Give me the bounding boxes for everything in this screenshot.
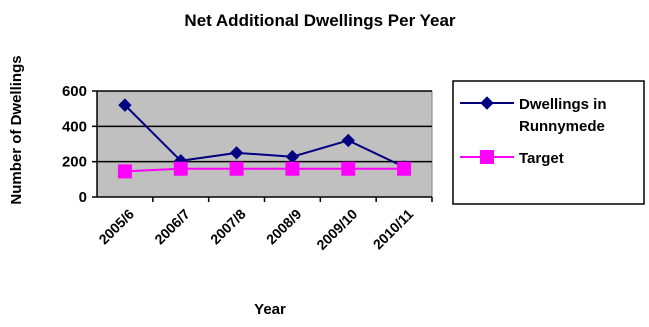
data-point <box>118 98 132 112</box>
x-tick-label: 2009/10 <box>313 206 360 253</box>
data-point <box>117 164 132 179</box>
x-axis-label: Year <box>254 301 286 318</box>
data-point <box>285 161 300 176</box>
y-tick-label: 400 <box>62 118 87 135</box>
chart-title: Net Additional Dwellings Per Year <box>184 11 456 30</box>
x-tick-label: 2006/7 <box>151 206 193 248</box>
y-axis-label: Number of Dwellings <box>8 55 25 204</box>
data-point <box>229 161 244 176</box>
legend-label: Dwellings in Runnymede <box>519 96 607 135</box>
plot-area <box>96 90 433 198</box>
x-tick-label: 2007/8 <box>207 206 249 248</box>
x-tick-label: 2010/11 <box>370 206 417 253</box>
data-point <box>229 146 244 160</box>
data-point <box>173 161 188 176</box>
legend-marker <box>480 96 494 110</box>
y-tick-label: 200 <box>62 154 87 171</box>
legend-marker <box>480 150 494 164</box>
data-point <box>341 161 356 176</box>
x-tick-label: 2008/9 <box>263 206 305 248</box>
y-tick-label: 600 <box>62 83 87 100</box>
y-tick-label: 0 <box>79 189 87 206</box>
series-line <box>124 167 405 173</box>
data-point <box>397 161 412 176</box>
data-point <box>341 133 355 148</box>
legend-label: Target <box>519 150 564 167</box>
series-line <box>124 104 405 168</box>
x-tick-label: 2005/6 <box>95 206 137 248</box>
